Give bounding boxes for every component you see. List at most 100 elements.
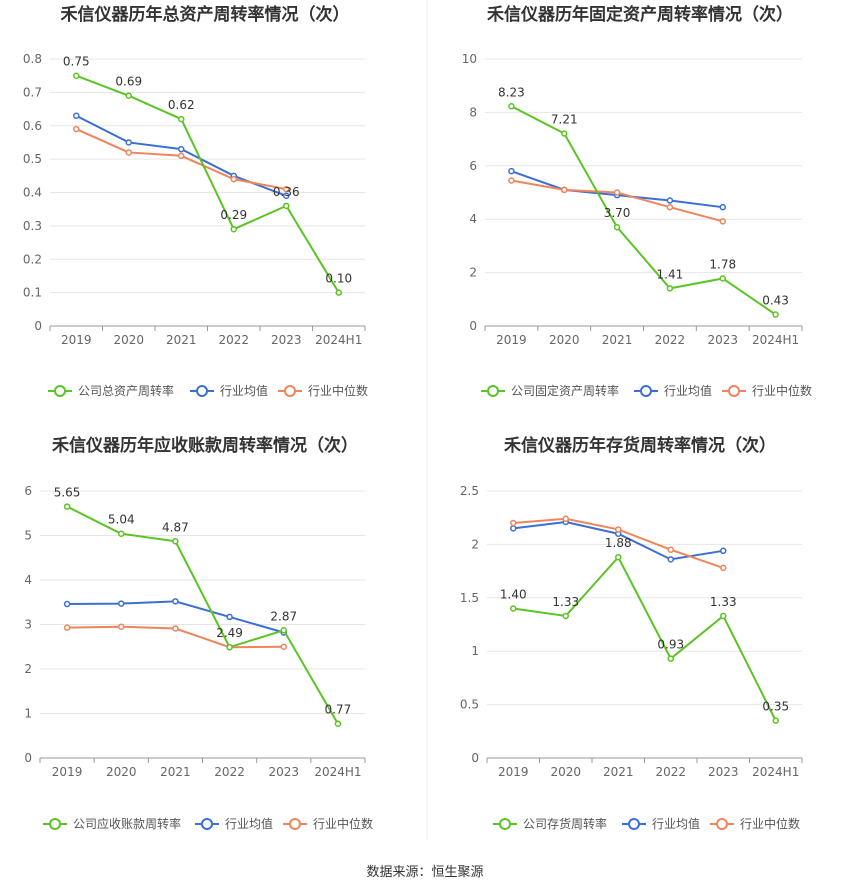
legend-label: 行业中位数 xyxy=(752,383,812,398)
data-label: 0.35 xyxy=(762,700,789,714)
data-label: 0.69 xyxy=(115,75,142,89)
data-label: 1.33 xyxy=(552,595,579,609)
company-data-point xyxy=(561,130,568,137)
y-tick-label: 1 xyxy=(471,644,479,658)
company-data-point xyxy=(118,530,125,537)
company-data-point xyxy=(667,655,674,662)
average-data-point xyxy=(283,192,290,200)
data-label: 7.21 xyxy=(551,112,578,126)
y-tick-label: 1 xyxy=(24,707,32,721)
x-tick-label: 2020 xyxy=(550,765,581,779)
x-tick-label: 2019 xyxy=(52,765,83,779)
x-tick-label: 2023 xyxy=(707,333,738,347)
chart-title: 禾信仪器历年存货周转率情况（次） xyxy=(504,435,776,456)
x-tick-label: 2021 xyxy=(602,333,633,347)
y-tick-label: 2 xyxy=(469,266,477,280)
data-label: 0.93 xyxy=(657,638,684,652)
company-series-line xyxy=(66,505,339,725)
company-series-line xyxy=(510,105,777,316)
average-data-point xyxy=(63,600,71,608)
company-data-point xyxy=(562,612,569,620)
chart-title: 禾信仪器历年固定资产周转率情况（次） xyxy=(487,4,793,25)
legend-label: 公司总资产周转率 xyxy=(78,383,174,398)
median-data-point xyxy=(561,186,568,194)
y-tick-label: 0.6 xyxy=(23,119,42,133)
y-tick-label: 2 xyxy=(471,537,479,551)
data-label: 1.41 xyxy=(657,267,684,281)
company-series-line xyxy=(75,74,340,294)
legend-label: 公司应收账款周转率 xyxy=(73,816,181,831)
company-data-point xyxy=(720,612,727,620)
data-label: 1.40 xyxy=(500,587,527,601)
chart-panel-4: 禾信仪器历年存货周转率情况（次） 0 0.5 1 1.5 2 2.5 2019 2020 2021… xyxy=(460,435,803,831)
x-tick-label: 2022 xyxy=(655,765,686,779)
median-data-point xyxy=(508,177,515,184)
average-data-point xyxy=(226,613,233,621)
median-data-point xyxy=(615,526,622,533)
legend-swatch-marker xyxy=(49,818,61,830)
company-data-point xyxy=(510,605,517,612)
chart-title: 禾信仪器历年总资产周转率情况（次） xyxy=(61,4,350,25)
company-data-point xyxy=(335,289,342,296)
median-data-point xyxy=(178,152,185,160)
company-data-point xyxy=(125,92,132,99)
median-data-point xyxy=(667,546,674,553)
median-data-point xyxy=(562,515,569,523)
x-tick-label: 2020 xyxy=(106,765,137,779)
y-tick-label: 8 xyxy=(469,105,477,119)
company-data-point xyxy=(772,717,779,724)
data-label: 8.23 xyxy=(498,85,525,99)
x-tick-label: 2019 xyxy=(61,333,92,347)
data-label: 2.49 xyxy=(216,626,243,640)
data-label: 0.75 xyxy=(63,55,90,69)
average-data-point xyxy=(508,167,515,175)
y-tick-label: 4 xyxy=(469,212,477,226)
x-tick-label: 2024H1 xyxy=(752,333,799,347)
y-tick-label: 1.5 xyxy=(460,591,479,605)
company-data-point xyxy=(178,115,185,123)
company-data-point xyxy=(172,538,179,545)
average-data-point xyxy=(125,139,132,146)
x-tick-label: 2022 xyxy=(214,765,245,779)
x-tick-label: 2022 xyxy=(218,333,249,347)
median-data-point xyxy=(118,623,125,630)
average-data-point xyxy=(667,556,674,563)
company-data-point xyxy=(63,503,71,510)
y-tick-label: 5 xyxy=(24,529,32,543)
legend-swatch-marker xyxy=(487,385,499,397)
y-tick-label: 3 xyxy=(24,618,32,632)
data-label: 5.04 xyxy=(108,513,135,527)
y-tick-label: 0.2 xyxy=(23,252,42,266)
y-tick-label: 6 xyxy=(24,484,32,498)
company-data-point xyxy=(280,627,287,634)
y-tick-label: 0 xyxy=(469,319,477,333)
y-tick-label: 0.5 xyxy=(460,698,479,712)
legend-label: 行业均值 xyxy=(664,383,712,398)
data-label: 5.65 xyxy=(54,486,81,500)
y-tick-label: 0.3 xyxy=(23,219,42,233)
x-tick-label: 2022 xyxy=(655,333,686,347)
x-tick-label: 2024H1 xyxy=(752,765,799,779)
median-data-point xyxy=(283,185,290,193)
company-data-point xyxy=(283,202,290,210)
legend-label: 行业中位数 xyxy=(740,816,800,831)
legend-swatch-marker xyxy=(728,385,740,397)
legend-swatch-marker xyxy=(54,385,66,397)
average-data-point xyxy=(118,600,125,607)
x-tick-label: 2024H1 xyxy=(314,765,361,779)
legend-label: 行业均值 xyxy=(225,816,273,831)
y-tick-label: 0.4 xyxy=(23,186,42,200)
average-data-point xyxy=(73,112,80,119)
legend-label: 行业均值 xyxy=(652,816,700,831)
data-label: 3.70 xyxy=(604,206,631,220)
legend-swatch-marker xyxy=(284,385,296,397)
company-series-line xyxy=(513,555,777,722)
x-tick-label: 2019 xyxy=(498,765,529,779)
x-tick-label: 2021 xyxy=(166,333,197,347)
y-tick-label: 4 xyxy=(24,573,32,587)
data-label: 0.10 xyxy=(325,272,352,286)
median-data-point xyxy=(666,203,674,211)
company-data-point xyxy=(230,225,237,233)
chart-title: 禾信仪器历年应收账款周转率情况（次） xyxy=(52,435,358,456)
chart-panel-1: 禾信仪器历年总资产周转率情况（次） 0 0.1 0.2 0.3 0.4 0.5 0.6 0.7 0… xyxy=(23,4,368,398)
